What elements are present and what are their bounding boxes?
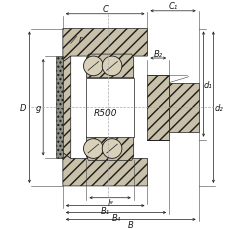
Text: lᵍ: lᵍ [107, 198, 112, 207]
Text: C₁: C₁ [168, 2, 177, 11]
Text: B₁: B₁ [100, 206, 109, 215]
Text: D: D [20, 103, 27, 112]
Text: r: r [79, 35, 82, 44]
Polygon shape [147, 75, 168, 140]
Circle shape [83, 139, 103, 159]
Circle shape [102, 57, 121, 76]
Text: B: B [127, 220, 133, 229]
Bar [56, 57, 63, 159]
Polygon shape [63, 29, 147, 63]
Text: C: C [102, 5, 108, 14]
Polygon shape [86, 137, 133, 161]
Text: B₂: B₂ [153, 49, 162, 58]
Polygon shape [63, 153, 147, 186]
Text: B₄: B₄ [111, 213, 120, 222]
Circle shape [102, 139, 121, 159]
Polygon shape [168, 83, 198, 132]
Text: d₂: d₂ [214, 103, 223, 112]
Polygon shape [86, 55, 133, 78]
Polygon shape [63, 57, 71, 159]
Text: g: g [35, 103, 41, 112]
Text: d₁: d₁ [203, 80, 212, 89]
Bar [86, 78, 133, 137]
Text: R500: R500 [93, 108, 116, 117]
Circle shape [83, 57, 103, 76]
